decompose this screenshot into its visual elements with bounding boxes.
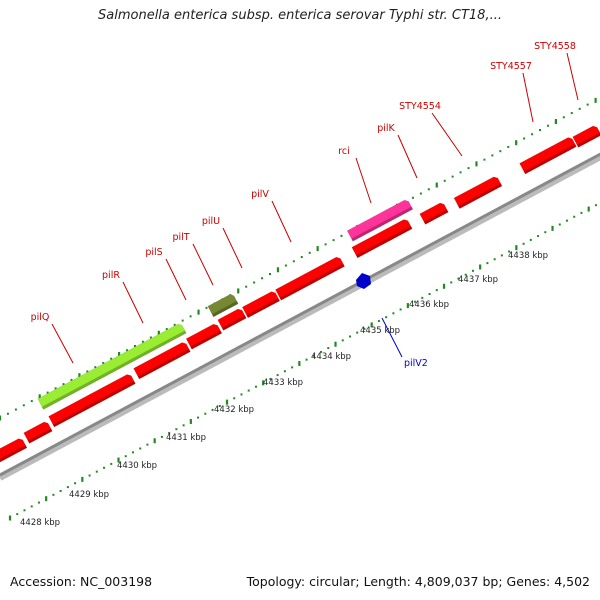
gene-body[interactable] bbox=[48, 373, 136, 428]
gene-label-pilv[interactable]: pilV bbox=[251, 189, 269, 200]
callout-line bbox=[122, 281, 144, 324]
gene-lower-3[interactable] bbox=[48, 373, 136, 428]
gene-lower-12[interactable] bbox=[519, 136, 577, 175]
callout-line bbox=[165, 258, 187, 301]
gene-lower-13[interactable] bbox=[572, 125, 600, 148]
summary-text: Topology: circular; Length: 4,809,037 bp… bbox=[246, 574, 590, 589]
gene-pilt[interactable] bbox=[207, 293, 239, 318]
gene-shadow bbox=[27, 428, 53, 444]
backbone-shadow bbox=[0, 153, 600, 481]
gene-shadow bbox=[279, 263, 345, 301]
accession-text: Accession: NC_003198 bbox=[10, 574, 153, 589]
gene-lower-8[interactable] bbox=[275, 256, 345, 301]
gene-shadow bbox=[41, 330, 187, 410]
scale-label: 4432 kbp bbox=[214, 405, 254, 415]
gene-label-rci[interactable]: rci bbox=[338, 146, 350, 157]
callout-line bbox=[522, 72, 534, 123]
gene-body[interactable] bbox=[207, 293, 239, 318]
gene-track-lower bbox=[0, 125, 600, 464]
gene-rci[interactable] bbox=[346, 199, 414, 242]
callout-line bbox=[222, 227, 243, 269]
gene-shadow bbox=[523, 143, 577, 174]
gene-shadow bbox=[221, 315, 247, 331]
pilv2-callout bbox=[381, 317, 403, 358]
gene-shadow bbox=[458, 183, 502, 209]
gene-lower-11[interactable] bbox=[453, 175, 503, 209]
gene-label-pilq[interactable]: pilQ bbox=[31, 312, 50, 323]
gene-label-pilk[interactable]: pilK bbox=[377, 123, 395, 134]
backbone bbox=[0, 152, 600, 481]
gene-shadow bbox=[356, 226, 413, 258]
gene-label-pils[interactable]: pilS bbox=[145, 247, 162, 258]
blue-feature[interactable] bbox=[356, 273, 403, 358]
gene-body[interactable] bbox=[241, 290, 281, 319]
gene-label-pilv2[interactable]: pilV2 bbox=[404, 358, 428, 369]
gene-body[interactable] bbox=[23, 421, 53, 444]
scale-label: 4428 kbp bbox=[20, 518, 60, 528]
callout-line bbox=[397, 134, 418, 179]
gene-shadow bbox=[137, 348, 191, 379]
scale-label: 4438 kbp bbox=[508, 251, 548, 261]
scale-label: 4431 kbp bbox=[166, 433, 206, 443]
gene-label-pilt[interactable]: pilT bbox=[172, 232, 189, 243]
gene-shadow bbox=[190, 330, 222, 350]
gene-shadow bbox=[423, 209, 449, 225]
gene-shadow bbox=[246, 298, 280, 318]
scale-label: 4435 kbp bbox=[360, 326, 400, 336]
scale-label: 4436 kbp bbox=[409, 300, 449, 310]
gene-shadow bbox=[212, 301, 239, 317]
gene-lower-2[interactable] bbox=[23, 421, 53, 444]
gene-body[interactable] bbox=[133, 341, 191, 380]
gene-body[interactable] bbox=[275, 256, 345, 301]
callout-line bbox=[355, 157, 372, 204]
gene-body[interactable] bbox=[419, 202, 449, 225]
gene-lower-9[interactable] bbox=[351, 218, 413, 259]
gene-label-sty4557[interactable]: STY4557 bbox=[490, 61, 532, 72]
gene-lower-10[interactable] bbox=[419, 202, 449, 225]
gene-body[interactable] bbox=[351, 218, 413, 259]
scale-label: 4437 kbp bbox=[458, 275, 498, 285]
gene-label-pilr[interactable]: pilR bbox=[102, 270, 120, 281]
gene-label-pilu[interactable]: pilU bbox=[202, 216, 220, 227]
gene-body[interactable] bbox=[0, 437, 28, 464]
gene-body[interactable] bbox=[346, 199, 414, 242]
label-callouts bbox=[51, 52, 579, 364]
scale-label: 4430 kbp bbox=[117, 461, 157, 471]
gene-shadow bbox=[351, 206, 413, 242]
gene-lower-5[interactable] bbox=[185, 323, 223, 350]
gene-body[interactable] bbox=[453, 175, 503, 209]
gene-lower-7[interactable] bbox=[241, 290, 281, 319]
callout-line bbox=[431, 112, 463, 157]
gene-labels: pilQ pilR pilS pilT pilU pilV rci pilK STY4554 ST… bbox=[31, 41, 576, 369]
callout-line bbox=[192, 243, 214, 286]
gene-body[interactable] bbox=[37, 323, 187, 410]
pilv2-feature-marker[interactable] bbox=[356, 273, 371, 289]
callout-line bbox=[566, 52, 579, 101]
scale-labels: 4428 kbp 4429 kbp 4430 kbp 4431 kbp 4432 kbp… bbox=[20, 251, 548, 528]
scale-label: 4434 kbp bbox=[311, 352, 351, 362]
gene-shadow bbox=[52, 380, 136, 427]
gene-pilq[interactable] bbox=[37, 323, 187, 410]
inner-tick-track bbox=[8, 204, 597, 521]
gene-body[interactable] bbox=[519, 136, 577, 175]
gene-body[interactable] bbox=[185, 323, 223, 350]
callout-line bbox=[271, 200, 292, 243]
callout-line bbox=[51, 323, 74, 364]
gene-label-sty4554[interactable]: STY4554 bbox=[399, 101, 441, 112]
gene-lower-1[interactable] bbox=[0, 437, 28, 464]
scale-label: 4429 kbp bbox=[69, 490, 109, 500]
backbone-line bbox=[0, 152, 600, 477]
gene-lower-6[interactable] bbox=[217, 308, 247, 331]
gene-label-sty4558[interactable]: STY4558 bbox=[534, 41, 576, 52]
outer-tick-track bbox=[0, 97, 597, 421]
gene-shadow bbox=[576, 132, 600, 148]
gene-lower-4[interactable] bbox=[133, 341, 191, 380]
gene-body[interactable] bbox=[572, 125, 600, 148]
gene-track-upper bbox=[37, 199, 414, 410]
gene-body[interactable] bbox=[217, 308, 247, 331]
gene-shadow bbox=[0, 445, 27, 463]
scale-label: 4433 kbp bbox=[263, 378, 303, 388]
map-title: Salmonella enterica subsp. enterica sero… bbox=[98, 8, 502, 23]
